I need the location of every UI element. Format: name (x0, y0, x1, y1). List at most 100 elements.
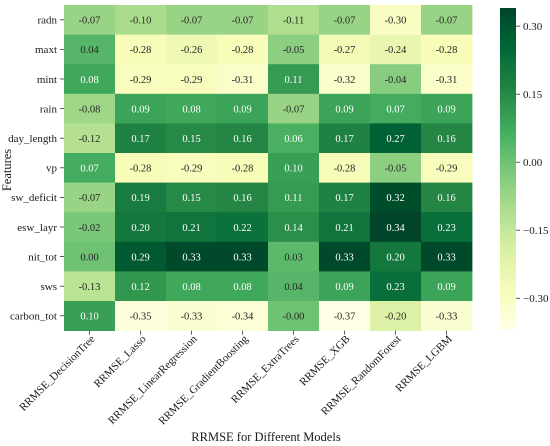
heatmap-cell (115, 301, 167, 331)
cell-value-label: -0.33 (436, 312, 458, 323)
cell-value-label: 0.17 (335, 134, 353, 145)
cell-value-label: -0.27 (334, 45, 356, 56)
cell-value-label: -0.20 (385, 312, 407, 323)
x-tick-label: RRMSE_XGB (297, 333, 352, 388)
y-tick-label: mint (37, 74, 57, 86)
y-tick-label: day_length (8, 133, 57, 145)
heatmap-cell (166, 212, 218, 243)
cell-value-label: 0.19 (131, 193, 149, 204)
heatmap-cell (268, 34, 320, 65)
heatmap-cell (64, 182, 116, 213)
cell-value-label: -0.31 (436, 75, 458, 86)
heatmap-cell (217, 93, 269, 124)
cell-value-label: -0.07 (232, 16, 254, 27)
heatmap-cell (115, 34, 167, 65)
cell-value-label: 0.17 (131, 134, 149, 145)
heatmap-cell (115, 271, 167, 302)
cell-value-label: 0.33 (437, 252, 455, 263)
y-tick-label: rain (40, 103, 58, 115)
cell-value-label: -0.29 (181, 75, 203, 86)
heatmap-cell (268, 123, 320, 154)
heatmap-cell (217, 123, 269, 154)
y-tick-label: vp (46, 163, 58, 175)
heatmap-cell (370, 64, 422, 95)
heatmap-cell (268, 93, 320, 124)
cell-value-label: -0.12 (79, 134, 101, 145)
cell-value-label: 0.03 (284, 252, 302, 263)
cell-value-label: 0.16 (437, 193, 455, 204)
y-tick-label: nit_tot (28, 251, 57, 263)
y-tick-label: esw_layr (17, 222, 57, 234)
cell-value-label: -0.26 (181, 45, 203, 56)
heatmap-cell (217, 301, 269, 331)
cell-value-label: -0.30 (385, 16, 407, 27)
heatmap-cell (64, 123, 116, 154)
cell-value-label: -0.07 (334, 16, 356, 27)
heatmap-cell (319, 64, 371, 95)
heatmap-cell (217, 241, 269, 272)
heatmap-cell (268, 153, 320, 183)
cell-value-label: -0.07 (79, 16, 101, 27)
heatmap-cell (370, 93, 422, 124)
heatmap-cell (268, 212, 320, 243)
cell-value-label: 0.08 (233, 282, 251, 293)
heatmap-cell (370, 153, 422, 183)
y-tick-label: sw_deficit (11, 192, 57, 204)
heatmap-cell (370, 241, 422, 272)
cell-value-label: 0.04 (80, 45, 99, 56)
heatmap-cell (217, 153, 269, 183)
cell-value-label: 0.29 (131, 252, 149, 263)
cell-value-label: -0.28 (232, 45, 254, 56)
cell-value-label: 0.27 (386, 134, 404, 145)
heatmap-cell (370, 34, 422, 65)
cell-value-label: 0.11 (285, 193, 303, 204)
colorbar-gradient (500, 8, 516, 330)
cell-value-label: 0.21 (335, 223, 353, 234)
heatmap-cell (217, 64, 269, 95)
cell-value-label: 0.09 (437, 282, 455, 293)
cell-value-label: 0.08 (182, 104, 200, 115)
x-tick-label: RRMSE_LinearRegression (106, 333, 200, 427)
cell-value-label: 0.00 (80, 252, 98, 263)
heatmap-cell (421, 271, 473, 302)
cell-value-label: 0.17 (335, 193, 353, 204)
heatmap-cell (319, 301, 371, 331)
heatmap-cell (115, 153, 167, 183)
cell-value-label: -0.13 (79, 282, 101, 293)
heatmap-cell (421, 301, 473, 331)
heatmap-cell (115, 93, 167, 124)
cell-value-label: -0.07 (181, 16, 203, 27)
heatmap-cell (64, 241, 116, 272)
colorbar-tick-label: −0.15 (523, 225, 549, 237)
cell-value-label: -0.07 (283, 104, 305, 115)
heatmap-cell (319, 241, 371, 272)
colorbar-ticks: 0.30 0.15 0.00 −0.15 −0.30 (516, 21, 549, 305)
cell-value-label: 0.09 (437, 104, 455, 115)
heatmap-cell (64, 301, 116, 331)
heatmap-cell (319, 123, 371, 154)
heatmap-cell (217, 182, 269, 213)
x-tick-label: RRMSE_DecisionTree (17, 333, 97, 413)
cell-value-label: -0.29 (181, 164, 203, 175)
heatmap-cell (166, 182, 218, 213)
cell-value-label: 0.08 (80, 75, 98, 86)
heatmap-cell (421, 5, 473, 35)
heatmap-cell (421, 241, 473, 272)
cell-value-label: 0.16 (233, 193, 251, 204)
heatmap-cell (319, 182, 371, 213)
heatmap-cell (166, 93, 218, 124)
cell-value-label: 0.14 (284, 223, 303, 234)
cell-value-label: -0.29 (436, 164, 458, 175)
cell-value-label: 0.21 (182, 223, 200, 234)
heatmap-cell (166, 64, 218, 95)
x-tick-labels: RRMSE_DecisionTreeRRMSE_LassoRRMSE_Linea… (17, 330, 455, 427)
cell-value-label: -0.31 (232, 75, 254, 86)
cell-value-label: -0.07 (79, 193, 101, 204)
cell-value-label: -0.24 (385, 45, 408, 56)
y-tick-label: maxt (35, 44, 57, 56)
heatmap-cell (421, 212, 473, 243)
heatmap-cell (421, 64, 473, 95)
cell-value-label: 0.08 (182, 282, 200, 293)
heatmap-cell (370, 301, 422, 331)
heatmap-cell (268, 241, 320, 272)
